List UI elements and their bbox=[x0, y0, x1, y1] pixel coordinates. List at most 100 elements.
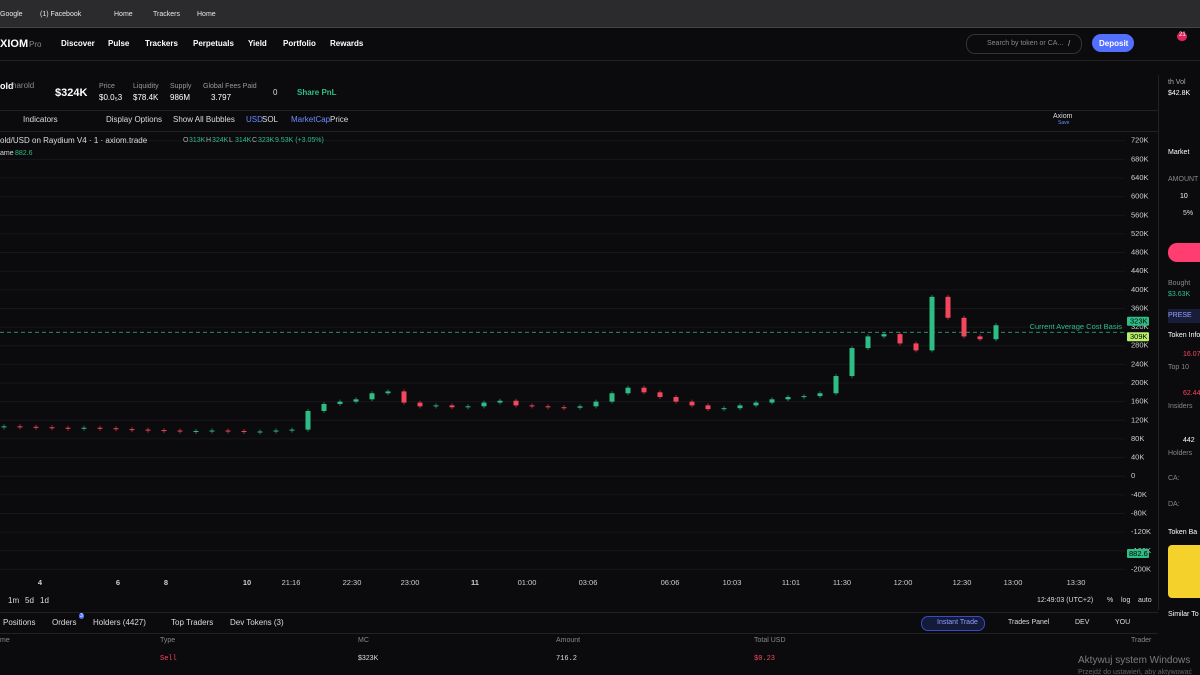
candle bbox=[705, 405, 711, 410]
trade-type: Sell bbox=[160, 655, 177, 663]
stat-value: 986M bbox=[170, 93, 191, 102]
candle bbox=[321, 403, 327, 411]
table-header[interactable]: me bbox=[0, 637, 10, 644]
notification-badge bbox=[1177, 32, 1187, 41]
table-header[interactable]: MC bbox=[358, 637, 369, 644]
buy-button[interactable] bbox=[1168, 243, 1200, 262]
logo: XIOM bbox=[0, 38, 29, 50]
nav-link[interactable]: Discover bbox=[61, 39, 95, 48]
bookmark-item[interactable]: (1) Facebook bbox=[40, 11, 82, 18]
range-button[interactable]: 5d bbox=[25, 596, 34, 605]
token-symbol: old bbox=[0, 81, 14, 91]
deposit-button[interactable] bbox=[1092, 34, 1134, 52]
range-button[interactable]: 1d bbox=[40, 596, 49, 605]
nav-link[interactable]: Perpetuals bbox=[193, 39, 234, 48]
candle bbox=[641, 387, 647, 393]
nav-link[interactable]: Yield bbox=[248, 39, 267, 48]
x-tick-label: 10:03 bbox=[723, 578, 742, 587]
y-tick-label: -200K bbox=[1131, 564, 1151, 573]
token-name: harold bbox=[12, 81, 35, 90]
candle bbox=[465, 406, 471, 408]
candle bbox=[97, 427, 103, 429]
toolbar bbox=[0, 110, 1158, 132]
y-tick-label: 0 bbox=[1131, 471, 1135, 480]
table-header[interactable]: Amount bbox=[556, 637, 581, 644]
scale-option-button[interactable]: auto bbox=[1138, 597, 1152, 604]
right-panel-vol-label: th Vol bbox=[1168, 79, 1186, 86]
x-tick-label: 21:16 bbox=[282, 578, 301, 587]
volume-legend-value: 882.6 bbox=[15, 150, 33, 157]
notification-count: 21 bbox=[1179, 32, 1186, 38]
candle bbox=[593, 401, 599, 407]
x-tick-label: 4 bbox=[38, 578, 43, 587]
tab-item[interactable]: Orders bbox=[52, 618, 77, 627]
scale-option-button[interactable]: % bbox=[1107, 597, 1114, 604]
tab-item[interactable]: Positions bbox=[3, 618, 36, 627]
stat-label: Supply bbox=[170, 83, 192, 90]
candle bbox=[961, 317, 967, 337]
nav-link[interactable]: Rewards bbox=[330, 39, 364, 48]
candle bbox=[369, 393, 375, 400]
table-header[interactable]: Total USD bbox=[754, 637, 786, 644]
candle bbox=[865, 336, 871, 349]
candle bbox=[657, 392, 663, 397]
price-tag-label: 309K bbox=[1130, 332, 1148, 341]
y-tick-label: 40K bbox=[1131, 453, 1144, 462]
y-tick-label: 360K bbox=[1131, 303, 1149, 312]
tab-item[interactable]: Dev Tokens (3) bbox=[230, 618, 284, 627]
instant-trade-button[interactable] bbox=[921, 616, 985, 631]
tab-item[interactable]: Top Traders bbox=[171, 618, 214, 627]
indicators-button[interactable]: Indicators bbox=[23, 115, 58, 124]
nav-link[interactable]: Pulse bbox=[108, 39, 130, 48]
table-header[interactable]: Type bbox=[160, 637, 176, 644]
candle bbox=[145, 429, 151, 431]
right-panel-bought: Bought bbox=[1168, 280, 1191, 287]
search-key: / bbox=[1068, 39, 1071, 48]
save-button[interactable]: Save bbox=[1058, 120, 1070, 126]
scale-option-button[interactable]: log bbox=[1121, 597, 1131, 604]
candle bbox=[209, 430, 215, 432]
range-button[interactable]: 1m bbox=[8, 596, 20, 605]
right-panel-insiders-label: Insiders bbox=[1168, 403, 1193, 410]
logo-sub: Pro bbox=[29, 40, 42, 49]
candle bbox=[193, 431, 199, 433]
trades-panel-button[interactable]: Trades Panel bbox=[1008, 619, 1050, 626]
right-panel-similar: Similar To bbox=[1168, 611, 1199, 618]
table-header[interactable]: Trader bbox=[1131, 637, 1152, 644]
bookmark-item[interactable]: Home bbox=[197, 11, 216, 18]
ohlc-value: 324K bbox=[212, 137, 229, 144]
y-tick-label: 320K bbox=[1131, 322, 1149, 331]
y-tick-label: 280K bbox=[1131, 341, 1149, 350]
right-panel-top10-label: Top 10 bbox=[1168, 364, 1190, 371]
candle bbox=[849, 348, 855, 377]
nav-link[interactable]: Trackers bbox=[145, 39, 178, 48]
stat-value: $78.4K bbox=[133, 93, 159, 102]
ohlc-change: 9.53K (+3.05%) bbox=[275, 137, 324, 144]
candle bbox=[49, 427, 55, 429]
candle bbox=[257, 431, 263, 433]
y-tick-label: 400K bbox=[1131, 285, 1149, 294]
search-box[interactable] bbox=[966, 34, 1082, 54]
candle bbox=[881, 334, 887, 337]
dev-filter-button[interactable]: DEV bbox=[1075, 619, 1090, 626]
display-options-button[interactable]: Display Options bbox=[106, 115, 163, 124]
right-panel-vol: $42.8K bbox=[1168, 90, 1191, 97]
x-tick-label: 06:06 bbox=[661, 578, 680, 587]
x-tick-label: 10 bbox=[243, 578, 251, 587]
candle bbox=[481, 402, 487, 407]
candle bbox=[353, 399, 359, 402]
bookmark-item[interactable]: Google bbox=[0, 11, 23, 18]
tab-item[interactable]: Holders (4427) bbox=[93, 618, 146, 627]
nav-link[interactable]: Portfolio bbox=[283, 39, 316, 48]
share-pnl-button[interactable]: Share PnL bbox=[297, 88, 337, 97]
right-panel-token-bal: Token Ba bbox=[1168, 529, 1198, 536]
candle bbox=[625, 387, 631, 394]
candle bbox=[449, 405, 455, 408]
bookmark-item[interactable]: Trackers bbox=[153, 11, 180, 18]
pnl-count: 0 bbox=[273, 88, 278, 97]
stat-label: Liquidity bbox=[133, 83, 159, 90]
show-bubbles-button[interactable]: Show All Bubbles bbox=[173, 115, 235, 124]
marketcap-toggle: MarketCap bbox=[291, 115, 331, 124]
bookmark-item[interactable]: Home bbox=[114, 11, 133, 18]
you-filter-button[interactable]: YOU bbox=[1115, 619, 1131, 626]
